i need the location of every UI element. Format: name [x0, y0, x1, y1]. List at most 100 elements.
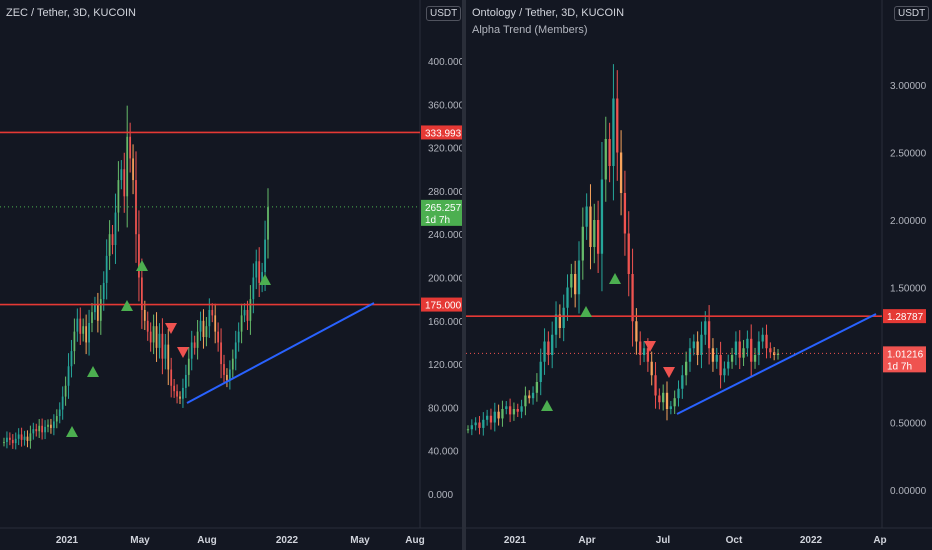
candle-body — [776, 353, 780, 355]
candle-body — [589, 206, 592, 247]
candle-body — [619, 152, 623, 193]
candle-body — [600, 179, 604, 254]
candle-body — [246, 309, 249, 321]
price-label-value: 1.01216 — [887, 349, 924, 360]
chart-pane-zec[interactable]: 0.000 40.000 80.000 120.000 160.000 200.000 24… — [0, 0, 462, 550]
candle-body — [497, 411, 500, 419]
candle-body — [211, 309, 214, 316]
candle-body — [41, 425, 44, 433]
chart-pane-ont[interactable]: 0.000000.500001.000001.500002.000002.500… — [466, 0, 932, 550]
candle-body — [508, 406, 512, 415]
candle-body — [681, 375, 684, 389]
candle-body — [742, 348, 745, 358]
candle-body — [237, 331, 240, 343]
candle-body — [255, 261, 258, 278]
candle-body — [635, 321, 638, 342]
time-tick-label: Aug — [405, 535, 424, 546]
candle-body — [208, 309, 211, 327]
candle-body — [570, 274, 573, 288]
candle-body — [769, 348, 772, 353]
candle-body — [26, 436, 29, 441]
candle-body — [543, 341, 546, 362]
buy-signal-marker — [259, 274, 271, 285]
candle-body — [11, 439, 14, 444]
time-tick-label: Aug — [197, 535, 216, 546]
candle-body — [231, 358, 234, 370]
candle-body — [261, 272, 264, 283]
candle-body — [32, 429, 35, 434]
candle-body — [723, 368, 726, 376]
pane-divider[interactable] — [462, 0, 466, 550]
price-tick-label: 80.000 — [428, 403, 459, 414]
candle-body — [102, 282, 105, 300]
candle-body — [202, 320, 205, 338]
candle-body — [161, 333, 164, 359]
price-label-badge — [421, 297, 462, 312]
price-label-badge — [883, 346, 926, 373]
candle-body — [155, 326, 158, 348]
candle-body — [176, 391, 178, 397]
candle-body — [187, 358, 190, 375]
candle-body — [765, 334, 768, 349]
trendline — [676, 313, 877, 415]
price-tick-label: 280.000 — [428, 187, 462, 198]
candle-body — [662, 392, 665, 403]
candle-body — [627, 233, 630, 274]
candle-body — [252, 277, 255, 300]
candle-body — [267, 207, 269, 240]
candle-body — [126, 136, 129, 197]
candle-body — [539, 361, 542, 382]
candle-body — [711, 348, 715, 362]
candle-body — [551, 334, 554, 355]
buy-signal-marker — [66, 426, 78, 437]
candle-body — [692, 341, 695, 349]
candle-body — [646, 348, 650, 362]
candle-body — [8, 437, 11, 440]
indicator-name[interactable]: Alpha Trend (Members) — [472, 24, 588, 36]
candle-body — [677, 388, 680, 399]
price-label-value: 175.000 — [425, 301, 462, 312]
candle-body — [184, 374, 187, 388]
ont-chart-canvas[interactable]: 0.000000.500001.000001.500002.000002.500… — [466, 0, 932, 550]
candle-body — [117, 180, 120, 213]
candle-body — [114, 212, 117, 246]
candle-body — [707, 321, 711, 349]
currency-button[interactable]: USDT — [894, 6, 930, 21]
candle-body — [734, 341, 738, 355]
candle-body — [727, 361, 730, 369]
candle-body — [182, 387, 184, 399]
price-tick-label: 40.000 — [428, 447, 459, 458]
candle-body — [64, 385, 67, 397]
candle-body — [223, 364, 225, 375]
price-tick-label: 0.50000 — [890, 419, 927, 430]
price-label-value: 265.257 — [425, 203, 462, 214]
candle-body — [750, 338, 753, 362]
candle-body — [108, 234, 111, 256]
candle-body — [234, 342, 237, 359]
candle-body — [520, 406, 523, 412]
candle-body — [485, 415, 489, 420]
price-tick-label: 160.000 — [428, 317, 462, 328]
price-label-badge — [883, 309, 926, 324]
price-tick-label: 240.000 — [428, 230, 462, 241]
candle-body — [249, 299, 252, 321]
candle-body — [179, 396, 181, 399]
time-tick-label: May — [350, 535, 370, 546]
candle-body — [23, 436, 26, 440]
price-tick-label: 0.00000 — [890, 486, 927, 497]
candle-body — [38, 425, 41, 432]
zec-chart-canvas[interactable]: 0.000 40.000 80.000 120.000 160.000 200.000 24… — [0, 0, 462, 550]
time-tick-label: 2021 — [56, 535, 79, 546]
time-tick-label: Oct — [726, 535, 743, 546]
price-tick-label: 2.50000 — [890, 149, 927, 160]
candle-body — [99, 299, 102, 321]
sell-signal-marker — [165, 323, 177, 334]
candle-body — [35, 429, 38, 432]
currency-button[interactable]: USDT — [426, 6, 462, 21]
candle-body — [52, 421, 55, 428]
candle-body — [493, 411, 496, 423]
candle-body — [111, 234, 114, 246]
buy-signal-marker — [136, 260, 148, 271]
candle-body — [531, 392, 535, 399]
candle-body — [669, 406, 672, 409]
